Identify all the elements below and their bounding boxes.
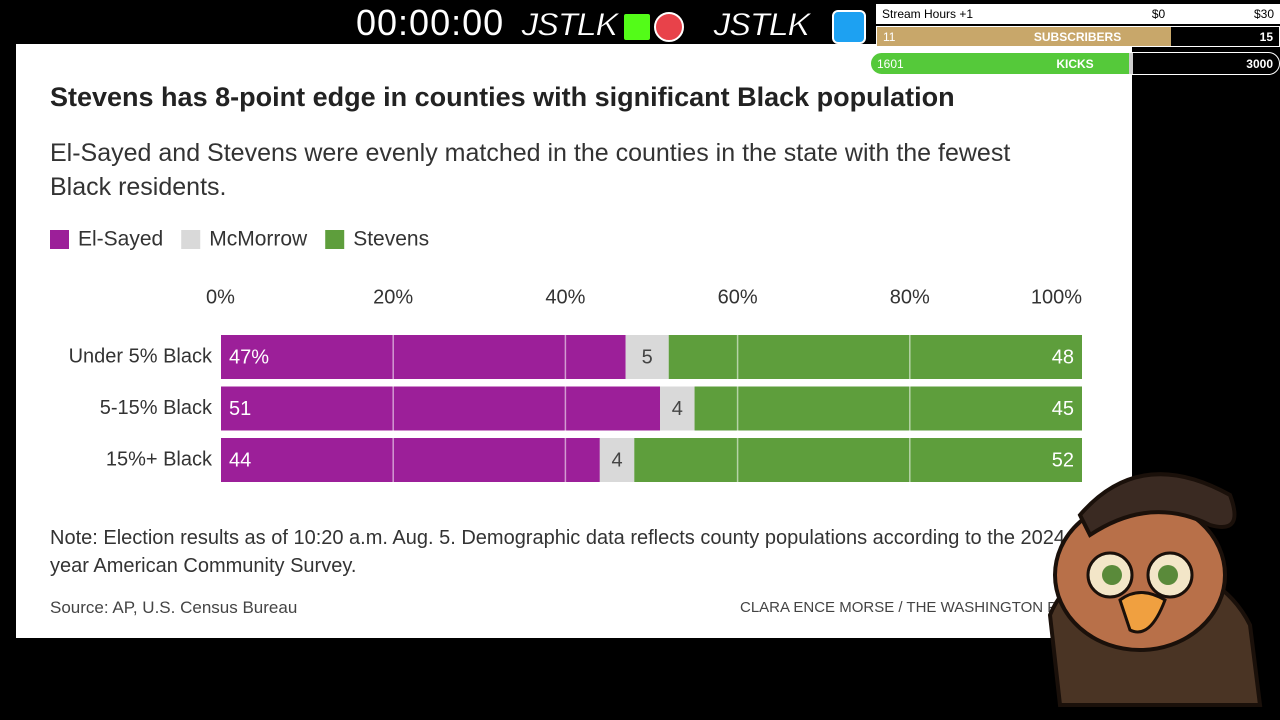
bar-segment <box>634 438 1082 482</box>
bar-segment <box>625 335 669 379</box>
x-tick-label: 80% <box>890 286 930 308</box>
value-label: 51 <box>229 398 251 420</box>
x-tick-label: 0% <box>206 286 235 308</box>
bar-segment <box>221 438 600 482</box>
value-label: 44 <box>229 449 251 471</box>
goal-end: $30 <box>1253 7 1274 21</box>
bar-segment <box>668 335 1082 379</box>
x-tick-label: 100% <box>1031 286 1082 308</box>
logo: JSTLK_ <box>711 5 830 45</box>
chart-subtitle: El-Sayed and Stevens were evenly matched… <box>50 139 1011 201</box>
value-label: 47% <box>229 346 269 368</box>
x-tick-label: 40% <box>545 286 585 308</box>
value-label: 52 <box>1052 449 1074 471</box>
goal-label: KICKS <box>1056 56 1094 71</box>
kick-icon <box>622 12 652 42</box>
mascot <box>1047 472 1263 707</box>
bar-segment <box>221 335 626 379</box>
note: Note: Election results as of 10:20 a.m. … <box>50 527 1089 577</box>
legend-label: Stevens <box>353 228 429 251</box>
x-tick-label: 20% <box>373 286 413 308</box>
goal-target: 3000 <box>1246 56 1273 71</box>
y-tick-label: 5-15% Black <box>100 397 213 419</box>
bar-segment <box>599 438 635 482</box>
goal-target: 15 <box>1259 29 1273 44</box>
goal-label: SUBSCRIBERS <box>1033 29 1122 44</box>
value-label: 4 <box>611 449 622 471</box>
legend-swatch <box>181 230 201 249</box>
timer: 00:00:00 <box>356 2 505 43</box>
value-label: 4 <box>672 398 683 420</box>
goal-current: 1601 <box>877 56 904 71</box>
goal-bar: Stream Hours +1 $0 $30 <box>876 4 1280 24</box>
goal-label: Stream Hours +1 <box>882 7 974 21</box>
goal-current: 11 <box>883 29 896 44</box>
value-label: 45 <box>1052 398 1074 420</box>
y-tick-label: 15%+ Black <box>106 448 213 470</box>
source: Source: AP, U.S. Census Bureau <box>50 598 298 617</box>
twitter-icon <box>832 10 866 44</box>
legend-label: McMorrow <box>209 228 308 251</box>
legend-swatch <box>50 230 69 249</box>
bar-segment <box>694 386 1082 431</box>
bar-segment <box>660 386 695 431</box>
bar-segment <box>221 386 661 431</box>
logo: JSTLK <box>519 5 621 45</box>
value-label: 48 <box>1052 346 1074 368</box>
goal-start: $0 <box>1151 7 1166 21</box>
legend-label: El-Sayed <box>78 228 163 251</box>
chart-title: Stevens has 8-point edge in counties wit… <box>50 82 955 112</box>
goal-bar: 11 SUBSCRIBERS 15 <box>876 26 1280 47</box>
y-tick-label: Under 5% Black <box>69 345 213 367</box>
goal-bar: 1601 KICKS 3000 <box>870 52 1280 75</box>
legend-swatch <box>325 230 345 249</box>
patreon-icon <box>654 12 684 42</box>
value-label: 5 <box>642 346 653 368</box>
x-tick-label: 60% <box>718 286 758 308</box>
credit: CLARA ENCE MORSE / THE WASHINGTON PO <box>740 599 1069 616</box>
